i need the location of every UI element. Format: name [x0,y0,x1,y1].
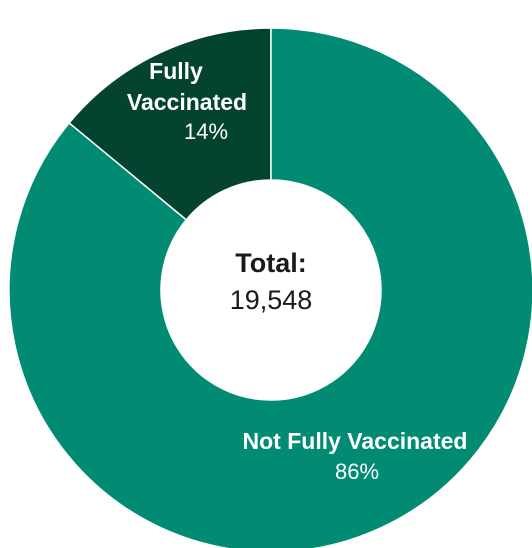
slice-fully-vaccinated [68,27,272,221]
slice-percent-label: 86% [335,459,379,484]
donut-slices [8,27,532,548]
slice-percent-label: 14% [184,119,228,144]
slice-name-line-1: Fully [149,58,203,84]
center-title: Total: [235,248,306,278]
slice-label-not-fully-vaccinated: Not Fully Vaccinated 86% [243,428,468,484]
donut-center: Total: 19,548 [230,248,313,315]
center-total-value: 19,548 [230,285,313,315]
slice-not-fully-vaccinated [8,27,532,548]
slice-name-line-1: Not Fully Vaccinated [243,428,468,454]
slice-name-line-2: Vaccinated [127,89,247,115]
slice-label-fully-vaccinated: Fully Vaccinated 14% [127,58,247,144]
